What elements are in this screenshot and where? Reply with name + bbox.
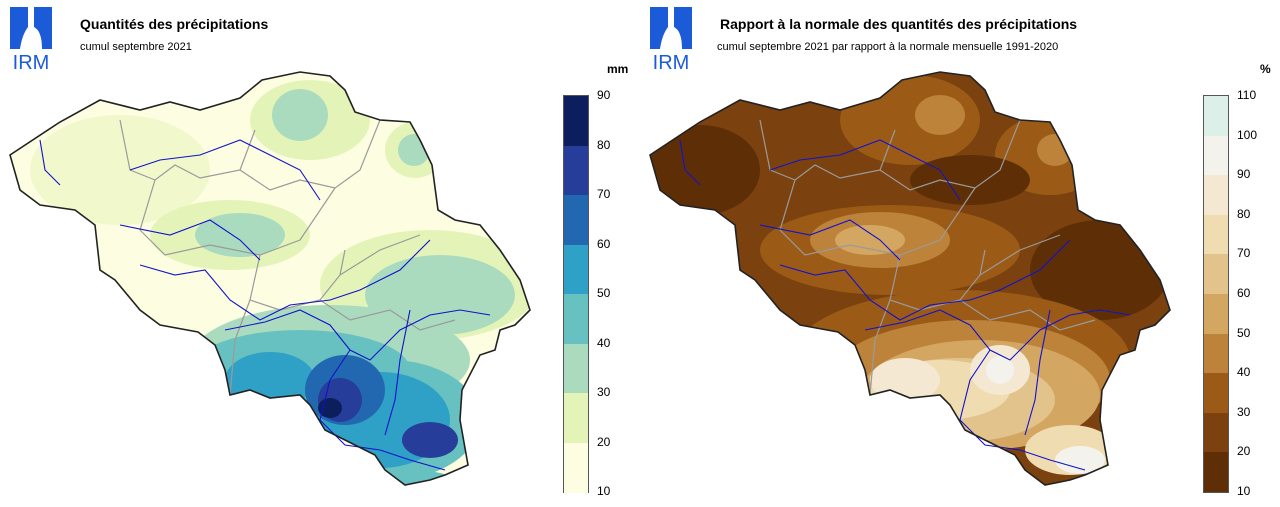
- belgium-border: [9, 71, 531, 486]
- right-legend-tick: 40: [1237, 365, 1251, 380]
- right-legend-tick: 60: [1237, 286, 1251, 300]
- right-legend-swatch: [1204, 412, 1228, 453]
- right-legend-swatch: [1204, 452, 1228, 493]
- left-subtitle: cumul septembre 2021: [80, 41, 192, 53]
- right-legend-swatch: [1204, 333, 1228, 374]
- left-legend-tick: 90: [597, 88, 611, 102]
- irm-logo: IRM: [10, 7, 52, 73]
- left-legend-swatch: [564, 96, 588, 146]
- right-legend-tick: 110: [1237, 88, 1257, 102]
- left-legend-swatch: [564, 343, 588, 394]
- right-legend-swatch: [1204, 214, 1228, 255]
- left-legend-tick: 10: [597, 484, 611, 498]
- right-legend-swatch: [1204, 294, 1228, 334]
- left-legend-swatch: [564, 294, 588, 344]
- right-legend-tick: 80: [1237, 206, 1251, 221]
- left-legend-swatch: [564, 244, 588, 295]
- right-legend-unit: %: [1260, 62, 1271, 76]
- right-legend-swatch: [1204, 254, 1228, 295]
- ratio-panel: IRM Rapport à la normale des quantités d…: [640, 0, 1280, 507]
- right-title: Rapport à la normale des quantités des p…: [720, 16, 1078, 32]
- left-legend-tick: 30: [597, 385, 611, 399]
- left-legend-swatch: [564, 442, 588, 493]
- right-legend-tick: 20: [1237, 444, 1251, 459]
- ratio-map: [649, 71, 1171, 486]
- left-legend-tick: 50: [597, 286, 611, 300]
- right-legend-swatch: [1204, 96, 1228, 136]
- left-legend-tick: 20: [597, 434, 611, 449]
- right-legend-swatch: [1204, 175, 1228, 216]
- left-title: Quantités des précipitations: [80, 16, 269, 32]
- right-legend-swatch: [1204, 373, 1228, 414]
- right-legend-tick: 10: [1237, 484, 1251, 498]
- right-legend-tick: 30: [1237, 404, 1251, 419]
- left-legend-swatch: [564, 393, 588, 443]
- left-legend-swatch: [564, 195, 588, 245]
- left-legend-tick: 80: [597, 137, 611, 152]
- left-legend-tick: 70: [597, 187, 611, 201]
- right-legend-tick: 90: [1237, 167, 1251, 182]
- left-legend-unit: mm: [607, 62, 629, 76]
- left-legend-swatch: [564, 145, 588, 196]
- right-legend-bar: [1203, 95, 1229, 493]
- right-legend-tick: 100: [1237, 127, 1258, 142]
- right-subtitle: cumul septembre 2021 par rapport à la no…: [717, 41, 1059, 53]
- irm-logo-text: IRM: [13, 52, 50, 73]
- belgium-border: [649, 71, 1171, 486]
- left-legend-tick: 40: [597, 335, 611, 350]
- right-legend-tick: 50: [1237, 325, 1251, 340]
- left-legend-bar: [563, 95, 589, 493]
- irm-logo-text: IRM: [653, 52, 690, 73]
- right-legend-tick: 70: [1237, 246, 1251, 261]
- irm-logo: IRM: [650, 7, 692, 73]
- precipitation-panel: IRM Quantités des précipitations cumul s…: [9, 7, 629, 498]
- right-legend-swatch: [1204, 135, 1228, 176]
- precipitation-map: [9, 71, 531, 486]
- left-legend-tick: 60: [597, 236, 611, 251]
